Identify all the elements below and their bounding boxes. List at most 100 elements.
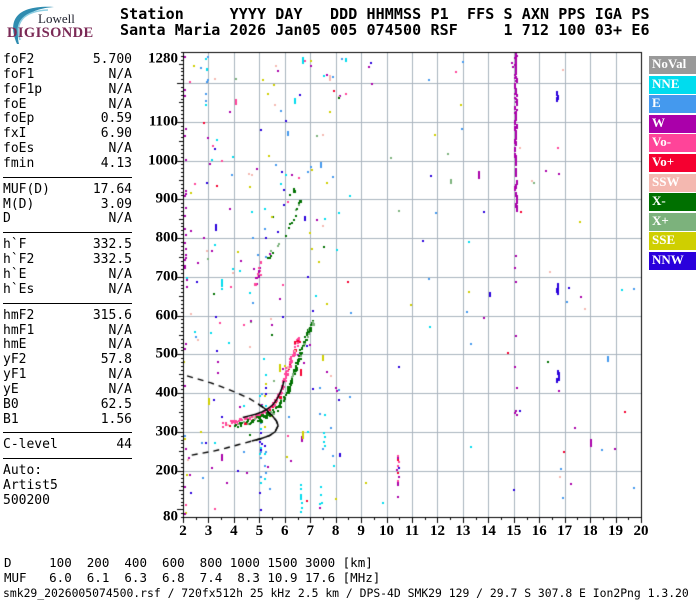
x-tick-label: 10 — [379, 523, 395, 539]
y-tick-label: 80 — [163, 508, 178, 525]
x-tick-label: 7 — [306, 523, 314, 539]
param-value: 315.6 — [92, 307, 132, 323]
param-label: foEp — [3, 111, 35, 127]
param-row: B1 1.56 — [3, 411, 132, 428]
param-value: N/A — [108, 266, 132, 282]
param-row: foF1 N/A — [3, 66, 132, 83]
legend-item-nnw: NNW — [649, 251, 696, 270]
y-tick-label: 700 — [155, 268, 179, 285]
y-tick-label: 200 — [155, 462, 179, 478]
param-row: hmF2 315.6 — [3, 307, 132, 324]
legend-item-sse: SSE — [649, 232, 696, 251]
header-station-values: Santa Maria 2026 Jan05 005 074500 RSF 1 … — [120, 20, 650, 39]
param-row: 500200 — [3, 493, 132, 509]
x-tick-label: 11 — [404, 523, 420, 539]
x-tick-label: 4 — [230, 523, 238, 539]
direction-color-legend: NoVal NNE E W Vo- Vo+ SSW X- X+ SSE NNW — [649, 56, 696, 272]
param-value: 332.5 — [92, 237, 132, 253]
param-value: 44 — [116, 437, 132, 453]
legend-item-e: E — [649, 95, 696, 114]
param-value: N/A — [108, 281, 132, 297]
x-tick-label: 8 — [331, 523, 340, 539]
param-group: hmF2 315.6 hmF1 N/A hmE N/A yF2 57.8 yF1 N/A yE N/A… — [3, 307, 132, 434]
param-group: h`F 332.5 h`F2 332.5 h`E N/A h`Es N/A — [3, 237, 132, 304]
param-value: 332.5 — [92, 252, 132, 268]
x-tick-label: 2 — [179, 523, 187, 539]
param-row: foEs N/A — [3, 141, 132, 157]
x-tick-label: 3 — [204, 523, 213, 539]
param-value: N/A — [108, 381, 132, 397]
y-tick-label: 900 — [155, 190, 179, 207]
param-row: yF2 57.8 — [3, 352, 132, 368]
legend-item-vo: Vo- — [649, 134, 696, 153]
y-tick-label: 1280 — [148, 50, 178, 67]
param-label: hmF1 — [3, 322, 35, 338]
param-row: D N/A — [3, 212, 132, 227]
param-row: hmF1 N/A — [3, 322, 132, 339]
param-value: 1.56 — [100, 411, 132, 427]
param-value: 57.8 — [100, 352, 132, 368]
muf-row: MUF 6.0 6.1 6.3 6.8 7.4 8.3 10.9 17.6 [M… — [4, 570, 381, 585]
param-label: h`F — [3, 237, 27, 253]
legend-item-x: X+ — [649, 212, 696, 231]
param-value: N/A — [108, 141, 132, 157]
param-group: Auto: Artist5 500200 — [3, 463, 132, 514]
x-tick-label: 13 — [455, 523, 471, 539]
y-tick-label: 1100 — [148, 113, 178, 130]
param-value: N/A — [108, 96, 132, 112]
param-value: N/A — [108, 66, 132, 82]
param-label: hmE — [3, 337, 27, 353]
legend-item-vo: Vo+ — [649, 153, 696, 172]
y-tick-label: 500 — [155, 345, 179, 362]
param-row: fmin 4.13 — [3, 156, 132, 172]
legend-item-ssw: SSW — [649, 173, 696, 192]
param-group: MUF(D) 17.64 M(D) 3.09 D N/A — [3, 181, 132, 234]
x-tick-label: 6 — [281, 523, 289, 539]
param-label: hmF2 — [3, 307, 35, 323]
param-label: Artist5 — [3, 478, 58, 494]
x-tick-label: 16 — [531, 523, 547, 539]
param-row: MUF(D) 17.64 — [3, 181, 132, 198]
param-row: fxI 6.90 — [3, 126, 132, 142]
param-value: N/A — [108, 81, 132, 97]
legend-item-noval: NoVal — [649, 56, 696, 74]
param-label: yF1 — [3, 367, 27, 383]
param-label: B0 — [3, 396, 19, 412]
param-label: h`F2 — [3, 252, 35, 268]
param-group: foF2 5.700 foF1 N/A foF1p N/A foE N/A foEp 0.59 fx… — [3, 52, 132, 178]
param-value: N/A — [108, 337, 132, 353]
param-label: M(D) — [3, 196, 35, 212]
param-row: foF2 5.700 — [3, 52, 132, 68]
y-tick-label: 600 — [155, 307, 179, 323]
header-column-titles: Station YYYY DAY DDD HHMMSS P1 FFS S AXN… — [120, 5, 650, 23]
param-value: 62.5 — [100, 396, 132, 412]
x-tick-label: 9 — [357, 523, 365, 539]
param-value: N/A — [108, 211, 132, 227]
logo-swoosh-icon — [13, 6, 54, 44]
param-label: MUF(D) — [3, 181, 50, 197]
param-row: hmE N/A — [3, 337, 132, 353]
x-tick-label: 12 — [429, 523, 445, 539]
d-muf-table: D 100 200 400 600 800 1000 1500 3000 [km… — [4, 555, 380, 585]
logo-digisonde-text: DIGISONDE — [7, 25, 94, 41]
lowell-digisonde-logo: Lowell DIGISONDE — [2, 2, 116, 48]
param-group: C-level 44 — [3, 437, 132, 460]
param-row: M(D) 3.09 — [3, 196, 132, 213]
param-label: foE — [3, 96, 27, 112]
param-row: h`Es N/A — [3, 281, 132, 298]
param-value: 0.59 — [100, 111, 132, 127]
param-row: foF1p N/A — [3, 81, 132, 98]
param-row: Artist5 — [3, 478, 132, 494]
param-label: foF1p — [3, 81, 43, 97]
x-tick-label: 20 — [633, 523, 649, 539]
legend-item-x: X- — [649, 193, 696, 212]
param-label: h`E — [3, 266, 27, 282]
param-label: B1 — [3, 411, 19, 427]
param-label: yE — [3, 381, 19, 397]
param-label: h`Es — [3, 281, 35, 297]
param-label: foF2 — [3, 52, 35, 67]
x-tick-label: 19 — [608, 523, 624, 539]
y-tick-label: 800 — [155, 229, 179, 246]
